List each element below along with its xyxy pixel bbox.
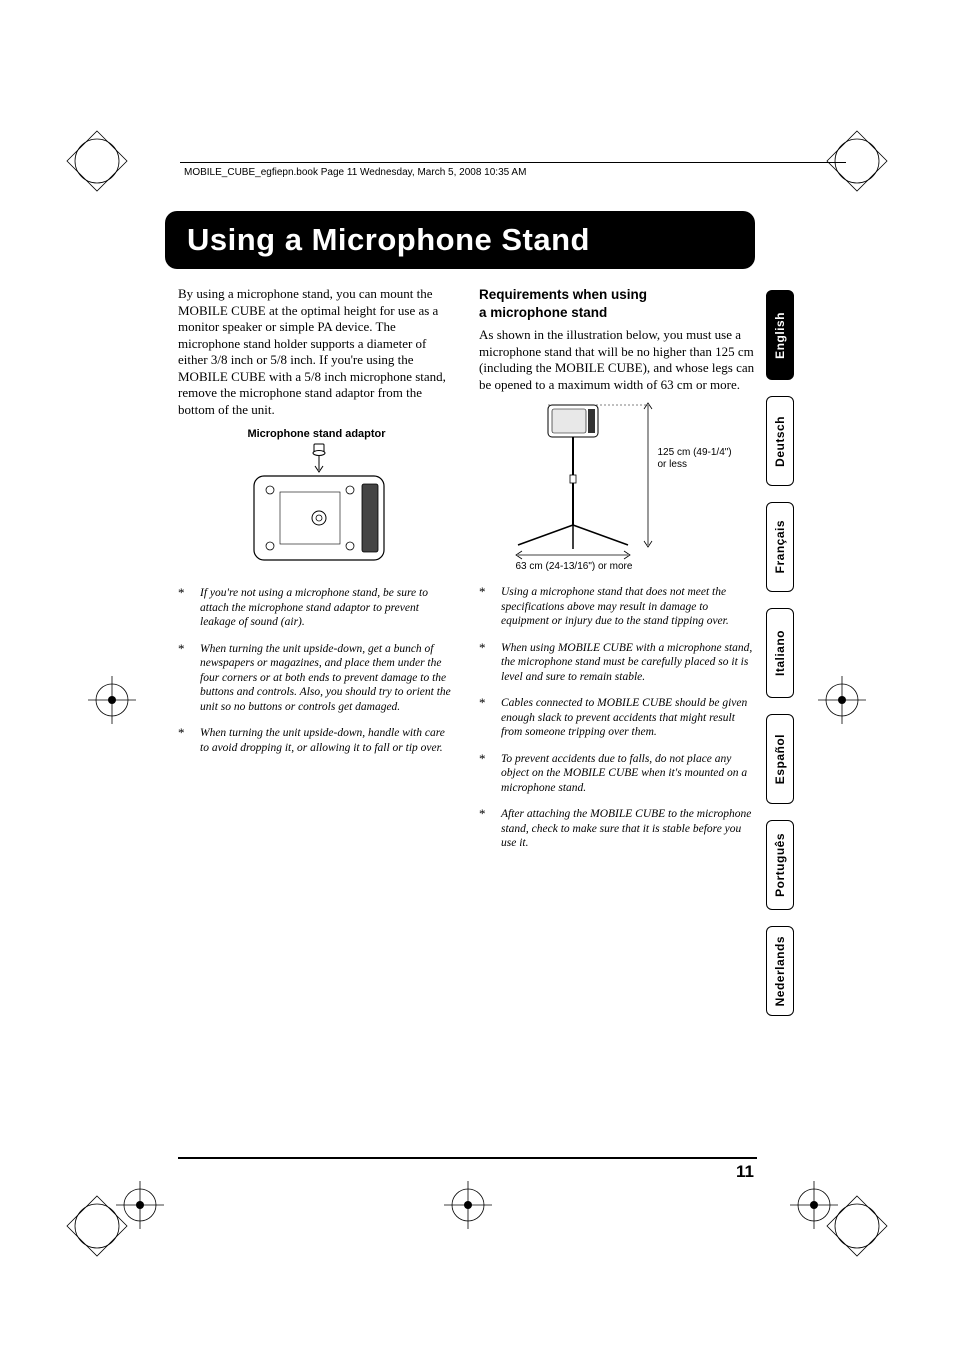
page-number: 11 xyxy=(736,1162,754,1182)
lang-label: Italiano xyxy=(773,630,787,676)
note-item: When turning the unit upside-down, handl… xyxy=(178,726,455,755)
lang-tab-espanol[interactable]: Español xyxy=(766,714,794,804)
lang-tab-english[interactable]: English xyxy=(766,290,794,380)
adaptor-illustration xyxy=(232,440,402,570)
right-column: Requirements when using a microphone sta… xyxy=(479,286,756,863)
crop-mark xyxy=(822,126,892,196)
stand-figure: 125 cm (49-1/4") or less 63 cm (24-13/16… xyxy=(479,397,756,567)
note-item: When using MOBILE CUBE with a microphone… xyxy=(479,641,756,685)
header-rule xyxy=(180,162,846,163)
section-title-text: Using a Microphone Stand xyxy=(165,222,590,257)
right-intro: As shown in the illustration below, you … xyxy=(479,327,756,393)
section-title: Using a Microphone Stand xyxy=(165,211,755,269)
subhead-line-1: Requirements when using xyxy=(479,287,647,302)
height-label: 125 cm (49-1/4") or less xyxy=(658,447,744,471)
lang-tab-francais[interactable]: Français xyxy=(766,502,794,592)
right-notes: Using a microphone stand that does not m… xyxy=(479,585,756,851)
intro-paragraph: By using a microphone stand, you can mou… xyxy=(178,286,455,418)
adaptor-figure: Microphone stand adaptor xyxy=(178,422,455,570)
note-item: After attaching the MOBILE CUBE to the m… xyxy=(479,807,756,851)
reg-mark-icon xyxy=(116,1181,164,1229)
reg-mark-icon xyxy=(790,1181,838,1229)
language-tabs: English Deutsch Français Italiano Españo… xyxy=(766,290,794,1016)
subhead-line-2: a microphone stand xyxy=(479,305,607,320)
reg-mark-icon xyxy=(818,676,866,724)
note-item: Using a microphone stand that does not m… xyxy=(479,585,756,629)
crop-mark xyxy=(62,126,132,196)
height-label-1: 125 cm (49-1/4") xyxy=(658,447,732,458)
note-item: If you're not using a microphone stand, … xyxy=(178,586,455,630)
reg-mark-icon xyxy=(88,676,136,724)
subheading: Requirements when using a microphone sta… xyxy=(479,286,756,322)
width-label: 63 cm (24-13/16") or more xyxy=(516,561,696,573)
lang-label: Nederlands xyxy=(773,936,787,1006)
lang-label: Português xyxy=(773,833,787,897)
reg-mark-icon xyxy=(444,1181,492,1229)
height-label-2: or less xyxy=(658,459,687,470)
lang-label: Español xyxy=(773,734,787,784)
body-columns: By using a microphone stand, you can mou… xyxy=(178,286,756,863)
stand-illustration xyxy=(488,397,748,567)
page: MOBILE_CUBE_egfiepn.book Page 11 Wednesd… xyxy=(0,0,954,1351)
note-item: Cables connected to MOBILE CUBE should b… xyxy=(479,696,756,740)
left-notes: If you're not using a microphone stand, … xyxy=(178,586,455,755)
running-head: MOBILE_CUBE_egfiepn.book Page 11 Wednesd… xyxy=(184,167,526,178)
lang-tab-italiano[interactable]: Italiano xyxy=(766,608,794,698)
note-item: To prevent accidents due to falls, do no… xyxy=(479,752,756,796)
lang-label: Français xyxy=(773,520,787,573)
note-item: When turning the unit upside-down, get a… xyxy=(178,642,455,715)
footer-rule xyxy=(178,1157,757,1159)
left-column: By using a microphone stand, you can mou… xyxy=(178,286,455,863)
lang-label: English xyxy=(773,312,787,359)
lang-label: Deutsch xyxy=(773,416,787,467)
lang-tab-nederlands[interactable]: Nederlands xyxy=(766,926,794,1016)
figure-caption: Microphone stand adaptor xyxy=(247,428,385,440)
lang-tab-deutsch[interactable]: Deutsch xyxy=(766,396,794,486)
lang-tab-portugues[interactable]: Português xyxy=(766,820,794,910)
